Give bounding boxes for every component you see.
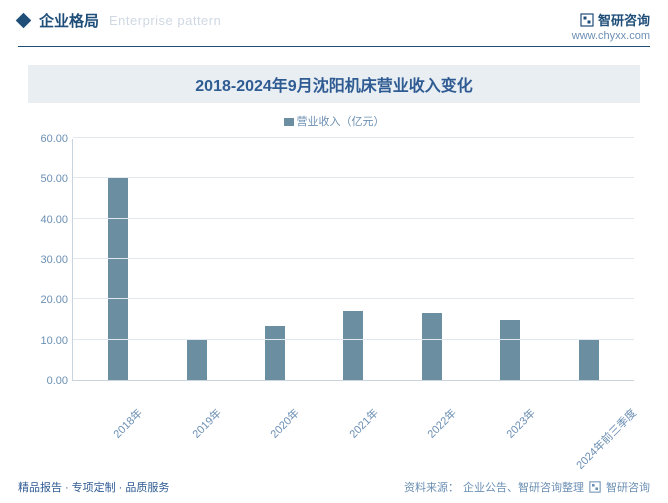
x-label-slot: 2018年 (78, 381, 156, 455)
bar (579, 340, 599, 380)
bar-slot (550, 139, 628, 380)
footer-part-0: 精品报告 (18, 482, 62, 494)
x-axis-labels: 2018年 2019年 2020年 2021年 2022年 2023年 2024年前三季度 (72, 381, 634, 455)
bar (108, 178, 128, 380)
bar (187, 340, 207, 380)
bar-slot (79, 139, 157, 380)
x-tick-label: 2018年 (110, 405, 146, 441)
x-tick-label: 2023年 (502, 405, 538, 441)
x-tick-label: 2019年 (188, 405, 224, 441)
bar-slot (393, 139, 471, 380)
legend-label: 营业收入（亿元） (297, 116, 385, 128)
section-title-en: Enterprise pattern (109, 13, 221, 28)
x-label-slot: 2023年 (470, 381, 548, 455)
header: 企业格局 Enterprise pattern 智研咨询 www.chyxx.c… (0, 0, 668, 42)
gridline (73, 137, 634, 138)
x-label-slot: 2020年 (235, 381, 313, 455)
brand-name: 智研咨询 (598, 10, 650, 29)
footer-brand-icon (588, 480, 602, 494)
bar-slot (236, 139, 314, 380)
chart-area: 0.00 10.00 20.00 30.00 40.00 50.00 60.00 2018年… (28, 135, 640, 455)
bar-slot (314, 139, 392, 380)
chart-title-band: 2018-2024年9月沈阳机床营业收入变化 (28, 65, 640, 103)
section-title-cn: 企业格局 (39, 10, 99, 31)
footer-right: 资料来源： 企业公告、智研咨询整理 智研咨询 (404, 479, 650, 495)
brand-row: 智研咨询 (572, 10, 650, 29)
footer-left: 精品报告·专项定制·品质服务 (18, 479, 169, 495)
footer-brand-name: 智研咨询 (606, 479, 650, 495)
bar (265, 326, 285, 380)
y-tick-label: 50.00 (28, 173, 68, 185)
y-tick-label: 20.00 (28, 294, 68, 306)
brand-url: www.chyxx.com (572, 30, 650, 42)
legend-swatch (284, 118, 294, 126)
x-label-slot: 2019年 (156, 381, 234, 455)
bar (422, 313, 442, 380)
source-label: 资料来源： (404, 479, 459, 495)
gridline (73, 258, 634, 259)
y-tick-label: 30.00 (28, 254, 68, 266)
y-tick-label: 40.00 (28, 214, 68, 226)
chart-legend: 营业收入（亿元） (0, 113, 668, 129)
gridline (73, 177, 634, 178)
gridline (73, 298, 634, 299)
source-value: 企业公告、智研咨询整理 (463, 479, 584, 495)
footer-part-1: 专项定制 (72, 482, 116, 494)
x-tick-label: 2021年 (345, 405, 381, 441)
header-divider (18, 46, 650, 47)
header-left: 企业格局 Enterprise pattern (18, 10, 221, 31)
gridline (73, 339, 634, 340)
x-label-slot: 2024年前三季度 (549, 381, 628, 455)
x-label-slot: 2022年 (392, 381, 470, 455)
brand-logo-icon (580, 13, 594, 27)
x-tick-label: 2020年 (267, 405, 303, 441)
bars-container (73, 139, 634, 380)
footer-part-2: 品质服务 (125, 482, 169, 494)
gridline (73, 218, 634, 219)
diamond-icon (16, 13, 32, 29)
bar-slot (157, 139, 235, 380)
y-tick-label: 60.00 (28, 133, 68, 145)
bar (500, 320, 520, 381)
footer: 精品报告·专项定制·品质服务 资料来源： 企业公告、智研咨询整理 智研咨询 (18, 479, 650, 495)
header-right: 智研咨询 www.chyxx.com (572, 10, 650, 42)
x-label-slot: 2021年 (313, 381, 391, 455)
plot-area (72, 139, 634, 381)
bar-slot (471, 139, 549, 380)
x-tick-label: 2022年 (424, 405, 460, 441)
bar (343, 311, 363, 380)
x-tick-label: 2024年前三季度 (572, 405, 640, 473)
y-tick-label: 10.00 (28, 335, 68, 347)
y-tick-label: 0.00 (28, 375, 68, 387)
chart-title: 2018-2024年9月沈阳机床营业收入变化 (195, 78, 472, 95)
